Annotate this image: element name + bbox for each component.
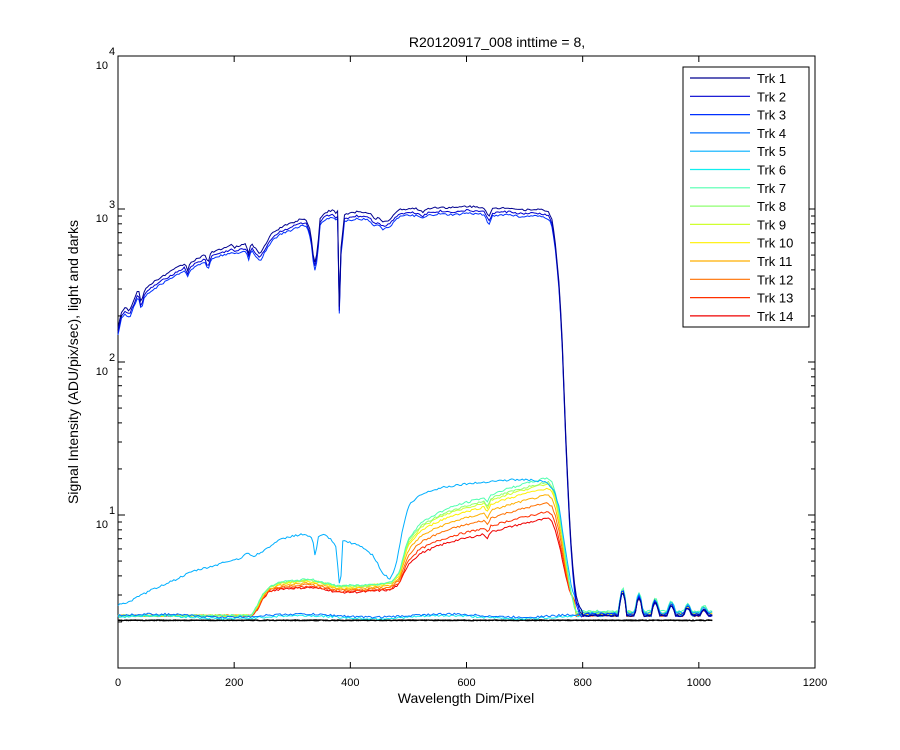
y-tick-label: 10 [96, 60, 108, 72]
legend-label: Trk 9 [757, 217, 786, 232]
series-lines [117, 205, 713, 622]
x-axis-label: Wavelength Dim/Pixel [398, 690, 534, 706]
x-tick-label: 400 [341, 677, 359, 689]
legend-label: Trk 14 [757, 309, 793, 324]
series-line-trk-1 [117, 205, 713, 618]
x-tick-label: 1200 [803, 677, 827, 689]
series-line-trk-8 [117, 480, 713, 618]
legend: Trk 1 Trk 2 Trk 3 Trk 4 Trk 5 Trk 6 Trk 7 Trk 8… [682, 66, 810, 328]
x-tick-label: 1000 [687, 677, 711, 689]
dark-frame-line [117, 619, 713, 622]
y-tick-exponent: 3 [109, 199, 115, 211]
legend-label: Trk 2 [757, 89, 786, 104]
legend-label: Trk 13 [757, 291, 793, 306]
series-line-trk-4 [117, 592, 713, 619]
x-tick-label: 0 [115, 677, 121, 689]
legend-label: Trk 12 [757, 272, 793, 287]
series-line-trk-7 [117, 477, 713, 618]
y-tick-label: 10 [96, 213, 108, 225]
legend-label: Trk 7 [757, 181, 786, 196]
legend-label: Trk 1 [757, 71, 786, 86]
y-tick-exponent: 2 [109, 352, 115, 364]
legend-label: Trk 3 [757, 108, 786, 123]
legend-label: Trk 8 [757, 199, 786, 214]
legend-label: Trk 11 [757, 254, 792, 269]
y-tick-label: 10 [96, 519, 108, 531]
x-tick-label: 800 [573, 677, 591, 689]
legend-label: Trk 4 [757, 126, 786, 141]
chart-title: R20120917_008 inttime = 8, [409, 34, 585, 50]
legend-label: Trk 5 [757, 144, 786, 159]
y-tick-label: 10 [96, 366, 108, 378]
series-line-trk-5 [117, 478, 713, 615]
y-tick-exponent: 1 [109, 505, 115, 517]
y-tick-exponent: 4 [109, 46, 115, 58]
y-axis-label: Signal Intensity (ADU/pix/sec), light an… [65, 220, 81, 504]
legend-label: Trk 6 [757, 163, 786, 178]
x-tick-label: 600 [457, 677, 475, 689]
legend-box [682, 66, 810, 328]
series-line-trk-2 [117, 208, 713, 618]
series-line-trk-3 [117, 212, 713, 618]
x-tick-label: 200 [225, 677, 243, 689]
legend-label: Trk 10 [757, 236, 793, 251]
